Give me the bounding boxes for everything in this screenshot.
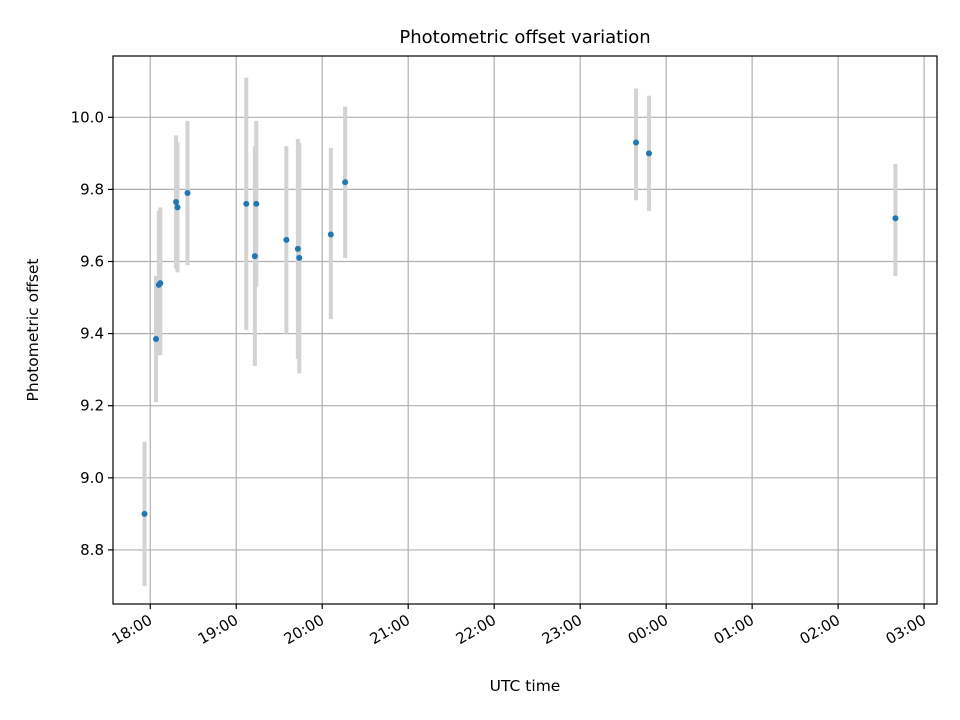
y-axis-label: Photometric offset	[24, 259, 42, 402]
y-tick-label: 10.0	[71, 108, 104, 126]
data-point	[645, 150, 652, 157]
data-point	[243, 200, 250, 207]
data-point	[283, 236, 290, 243]
data-point	[174, 204, 181, 211]
plot-frame	[112, 55, 938, 605]
data-point	[157, 280, 164, 287]
data-point	[327, 231, 334, 238]
data-point	[141, 510, 148, 517]
x-tick-label: 00:00	[625, 611, 671, 648]
error-bars	[142, 77, 898, 586]
data-point	[294, 245, 301, 252]
x-tick-label: 03:00	[883, 611, 929, 648]
chart-title: Photometric offset variation	[399, 27, 650, 48]
x-tick-label: 20:00	[281, 611, 327, 648]
data-points	[141, 139, 899, 517]
x-tick-label: 02:00	[797, 611, 843, 648]
x-axis-label: UTC time	[490, 677, 561, 695]
grid	[113, 56, 937, 604]
data-point	[342, 179, 349, 186]
y-tick-label: 9.2	[80, 397, 104, 415]
x-tick-label: 21:00	[367, 611, 413, 648]
data-point	[892, 215, 899, 222]
data-point	[296, 254, 303, 261]
y-axis-ticks: 8.8 9.0 9.2 9.4 9.6 9.8 10.0	[71, 108, 113, 559]
y-tick-label: 8.8	[80, 541, 104, 559]
data-point	[633, 139, 640, 146]
data-point	[173, 199, 180, 206]
data-point	[253, 200, 260, 207]
y-tick-label: 9.4	[80, 325, 104, 343]
x-tick-label: 23:00	[539, 611, 585, 648]
data-point	[251, 253, 258, 260]
x-tick-label: 19:00	[195, 611, 241, 648]
y-tick-label: 9.8	[80, 180, 104, 198]
x-tick-label: 18:00	[109, 611, 155, 648]
x-tick-label: 01:00	[711, 611, 757, 648]
x-tick-label: 22:00	[453, 611, 499, 648]
data-point	[184, 190, 191, 196]
y-tick-label: 9.0	[80, 469, 104, 487]
data-point	[152, 336, 159, 343]
x-axis-ticks: 18:00 19:00 20:00 21:00 22:00 23:00 00:00 01:00…	[109, 604, 929, 648]
y-tick-label: 9.6	[80, 253, 104, 271]
